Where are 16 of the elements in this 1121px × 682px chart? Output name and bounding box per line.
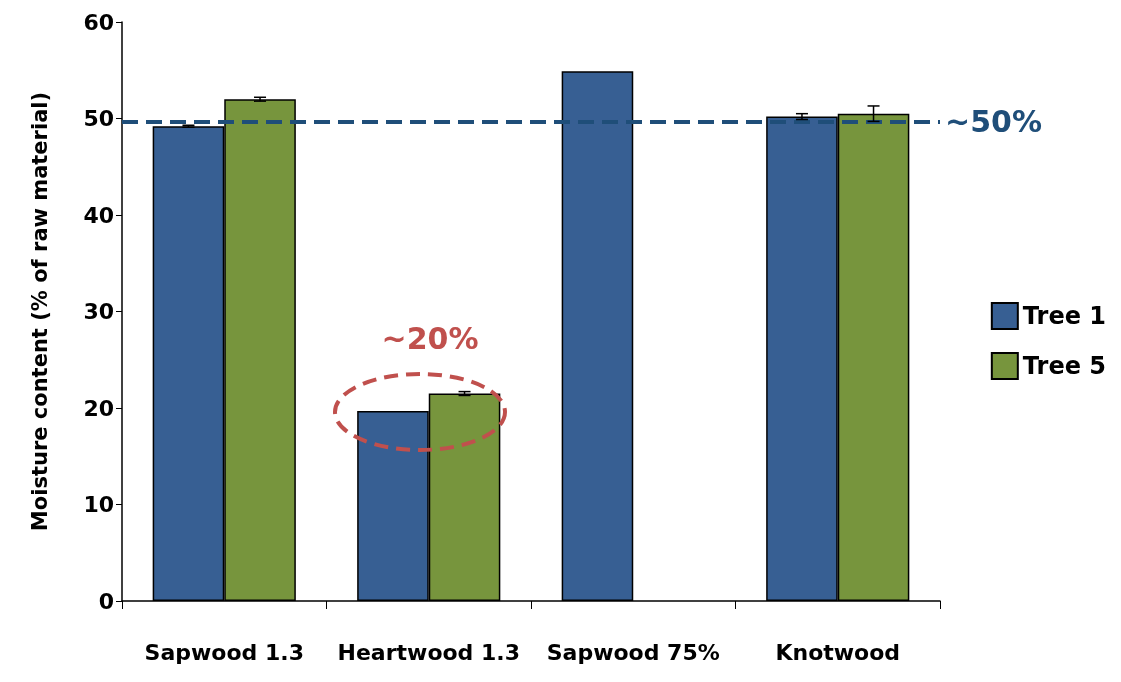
- legend-label: Tree 5: [1022, 352, 1107, 380]
- legend-label: Tree 1: [1022, 302, 1107, 330]
- y-tick-label: 0: [98, 588, 114, 614]
- y-tick-label: 30: [83, 299, 114, 324]
- y-tick-label: 50: [83, 106, 114, 131]
- y-tick-label: 10: [83, 492, 114, 517]
- y-axis-title: Moisture content (% of raw material): [27, 91, 52, 532]
- x-tick-label: Knotwood: [775, 639, 901, 665]
- annotation: ~20%: [381, 320, 479, 356]
- x-tick-label: Heartwood 1.3: [337, 639, 520, 665]
- y-tick-label: 20: [83, 395, 114, 421]
- y-tick-label: 40: [83, 202, 114, 228]
- y-tick-label: 60: [83, 9, 114, 35]
- x-tick-label: Sapwood 75%: [546, 639, 720, 665]
- x-tick-label: Sapwood 1.3: [144, 639, 304, 665]
- ref-line-label: ~50%: [945, 103, 1042, 139]
